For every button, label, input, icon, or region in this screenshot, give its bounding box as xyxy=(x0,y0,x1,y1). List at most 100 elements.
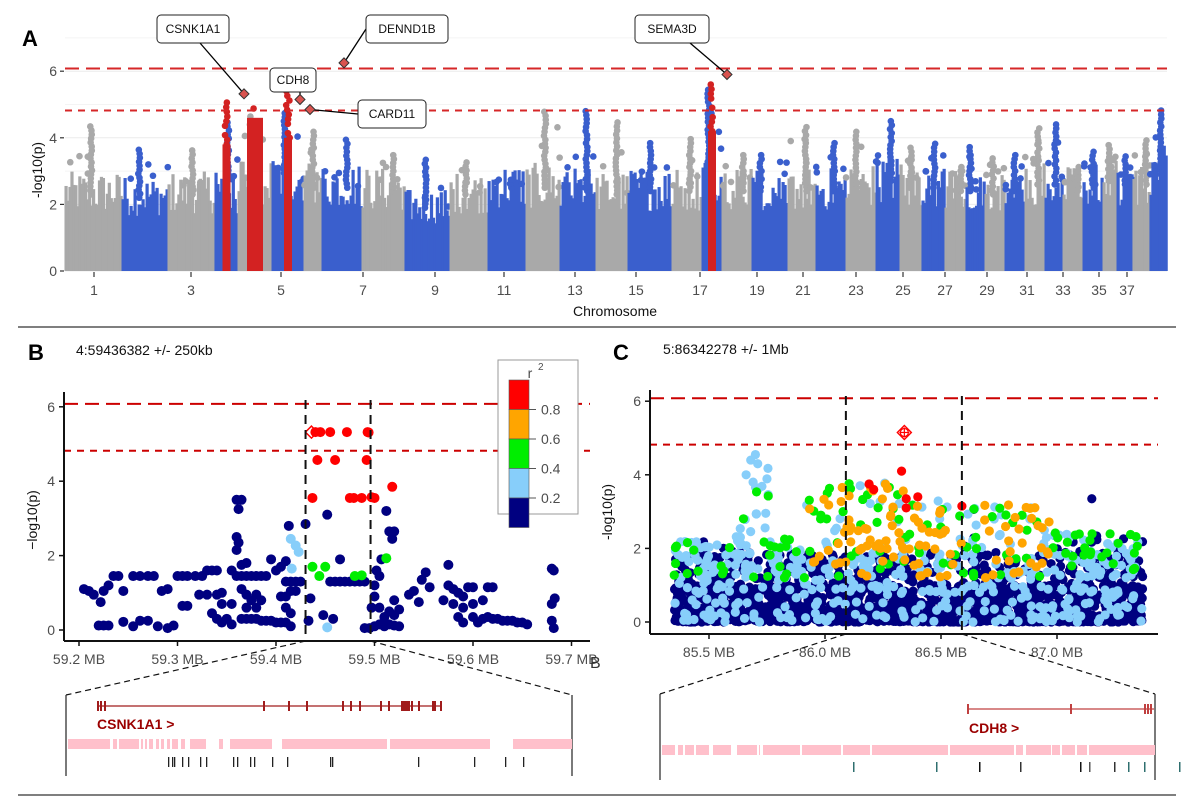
snp-column xyxy=(938,187,942,271)
snp-point xyxy=(1000,164,1008,172)
snp-point xyxy=(966,153,973,161)
snp-point xyxy=(1067,174,1075,181)
snp-point xyxy=(1136,616,1146,626)
snp-column xyxy=(465,208,469,271)
snp-column xyxy=(717,195,721,271)
snp-point xyxy=(1137,571,1148,582)
snp-point xyxy=(968,165,975,173)
snp-column xyxy=(1106,154,1110,271)
snp-point xyxy=(1079,550,1089,560)
gene-exon xyxy=(434,701,436,711)
snp-point xyxy=(1030,503,1040,513)
repeat-segment xyxy=(113,739,117,749)
snp-point xyxy=(312,454,323,465)
snp-column xyxy=(125,198,129,271)
x-tick-label: 87.0 MB xyxy=(1031,644,1083,660)
variant-tick xyxy=(1179,762,1181,772)
snp-column xyxy=(751,177,755,271)
y-tick-label: 2 xyxy=(47,548,55,564)
snp-column xyxy=(375,170,379,271)
snp-column xyxy=(76,206,80,271)
snp-column xyxy=(561,182,565,271)
snp-column xyxy=(845,197,849,271)
snp-point xyxy=(803,123,810,131)
snp-column xyxy=(559,205,563,271)
snp-point xyxy=(738,514,749,524)
snp-point xyxy=(1082,572,1092,582)
snp-point xyxy=(549,593,560,604)
repeat-segment xyxy=(872,745,948,755)
snp-column xyxy=(311,177,315,271)
snp-column xyxy=(813,183,817,271)
snp-point xyxy=(917,523,927,533)
snp-point xyxy=(1120,601,1130,611)
snp-point xyxy=(710,598,721,608)
label-leader-line xyxy=(343,28,367,64)
snp-point xyxy=(772,608,783,618)
panel-b-y-axis-title: −log10(p) xyxy=(24,490,40,550)
snp-point xyxy=(812,163,820,171)
snp-column xyxy=(390,189,394,271)
snp-point xyxy=(1071,180,1079,188)
snp-point xyxy=(118,616,129,627)
snp-point xyxy=(1108,587,1118,597)
snp-point xyxy=(949,595,959,605)
variant-tick xyxy=(172,757,174,767)
snp-column xyxy=(398,187,402,271)
snp-point xyxy=(637,176,645,184)
snp-column xyxy=(657,187,661,271)
snp-point xyxy=(341,427,352,438)
snp-column xyxy=(853,184,857,271)
snp-point xyxy=(180,181,187,189)
panel-c-regional-plot: C 5:86342278 +/- 1Mb 0 2 4 6 85.5 MB 86.0 MB 8… xyxy=(590,340,1181,780)
snp-point xyxy=(1137,168,1145,176)
snp-column xyxy=(905,177,909,271)
snp-column xyxy=(309,178,313,271)
snp-column xyxy=(669,206,673,271)
x-tick-label: 21 xyxy=(795,282,811,298)
snp-column xyxy=(841,190,845,271)
snp-column xyxy=(978,177,982,271)
repeat-segment xyxy=(513,739,572,749)
snp-point xyxy=(118,585,129,596)
snp-point xyxy=(1034,571,1045,581)
snp-point xyxy=(374,602,385,613)
snp-column xyxy=(791,176,795,271)
snp-column xyxy=(821,188,825,271)
snp-column xyxy=(831,202,835,271)
snp-point xyxy=(369,580,380,591)
snp-column xyxy=(1100,177,1104,271)
snp-column xyxy=(82,178,86,271)
snp-column xyxy=(641,181,645,271)
gene-name-cdh8: CDH8 > xyxy=(969,720,1019,736)
snp-column xyxy=(801,207,805,271)
label-leader-line xyxy=(199,42,245,95)
panel-b-gene-track: CSNK1A1 > xyxy=(65,640,573,776)
snp-column xyxy=(273,165,277,271)
x-tick-label: 17 xyxy=(692,282,708,298)
y-tick-label: 6 xyxy=(47,399,55,415)
snp-point xyxy=(142,615,153,626)
snp-point xyxy=(729,615,740,625)
snp-column xyxy=(569,195,573,271)
snp-point xyxy=(663,164,671,171)
snp-column xyxy=(329,204,333,271)
snp-column xyxy=(1018,177,1022,271)
panel-a-y-axis: 0 2 4 6 xyxy=(49,63,64,279)
snp-point xyxy=(369,492,380,503)
snp-column xyxy=(379,195,383,271)
snp-column xyxy=(181,200,185,271)
snp-column xyxy=(869,205,873,271)
snp-column xyxy=(97,180,102,271)
snp-point xyxy=(990,617,1001,627)
variant-tick xyxy=(168,757,170,767)
snp-column xyxy=(851,177,855,271)
snp-point xyxy=(670,542,681,553)
snp-column xyxy=(959,196,963,271)
snp-point xyxy=(572,153,580,161)
snp-point xyxy=(548,565,559,576)
snp-point xyxy=(1111,551,1122,561)
snp-column xyxy=(811,186,815,271)
snp-column xyxy=(942,168,946,271)
snp-point xyxy=(724,586,735,596)
